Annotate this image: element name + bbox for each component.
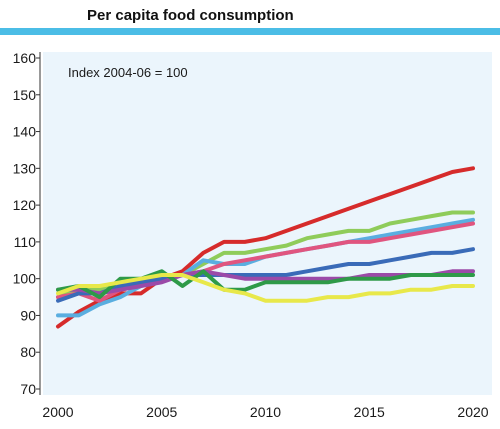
x-tick-label: 2005 (146, 404, 177, 420)
x-tick-label: 2000 (42, 404, 73, 420)
index-annotation: Index 2004-06 = 100 (68, 65, 188, 80)
series-group (56, 166, 475, 329)
y-tick-label: 160 (13, 50, 37, 66)
title-bar-accent (0, 28, 500, 35)
y-tick-label: 110 (14, 234, 37, 250)
series-line-5 (56, 247, 475, 303)
y-tick-label: 140 (13, 124, 37, 140)
x-tick-label: 2010 (250, 404, 281, 420)
y-axis (36, 52, 41, 395)
y-tick-label: 130 (13, 160, 37, 176)
y-tick-label: 70 (20, 381, 36, 397)
y-tick-label: 90 (20, 307, 36, 323)
series-line-7 (56, 269, 475, 300)
y-tick-label: 150 (13, 87, 37, 103)
x-tick-labels: 2000 2005 2010 2015 2020 (42, 404, 488, 420)
plot-area (43, 52, 492, 395)
y-tick-labels: 70 80 90 100 110 120 130 140 150 160 (13, 50, 37, 397)
x-tick-label: 2015 (354, 404, 385, 420)
x-tick-label: 2020 (457, 404, 488, 420)
y-tick-label: 120 (13, 197, 37, 213)
series-line-8 (56, 273, 475, 303)
chart-title: Per capita food consumption (87, 7, 294, 24)
y-tick-label: 100 (13, 271, 37, 287)
y-tick-label: 80 (20, 344, 36, 360)
